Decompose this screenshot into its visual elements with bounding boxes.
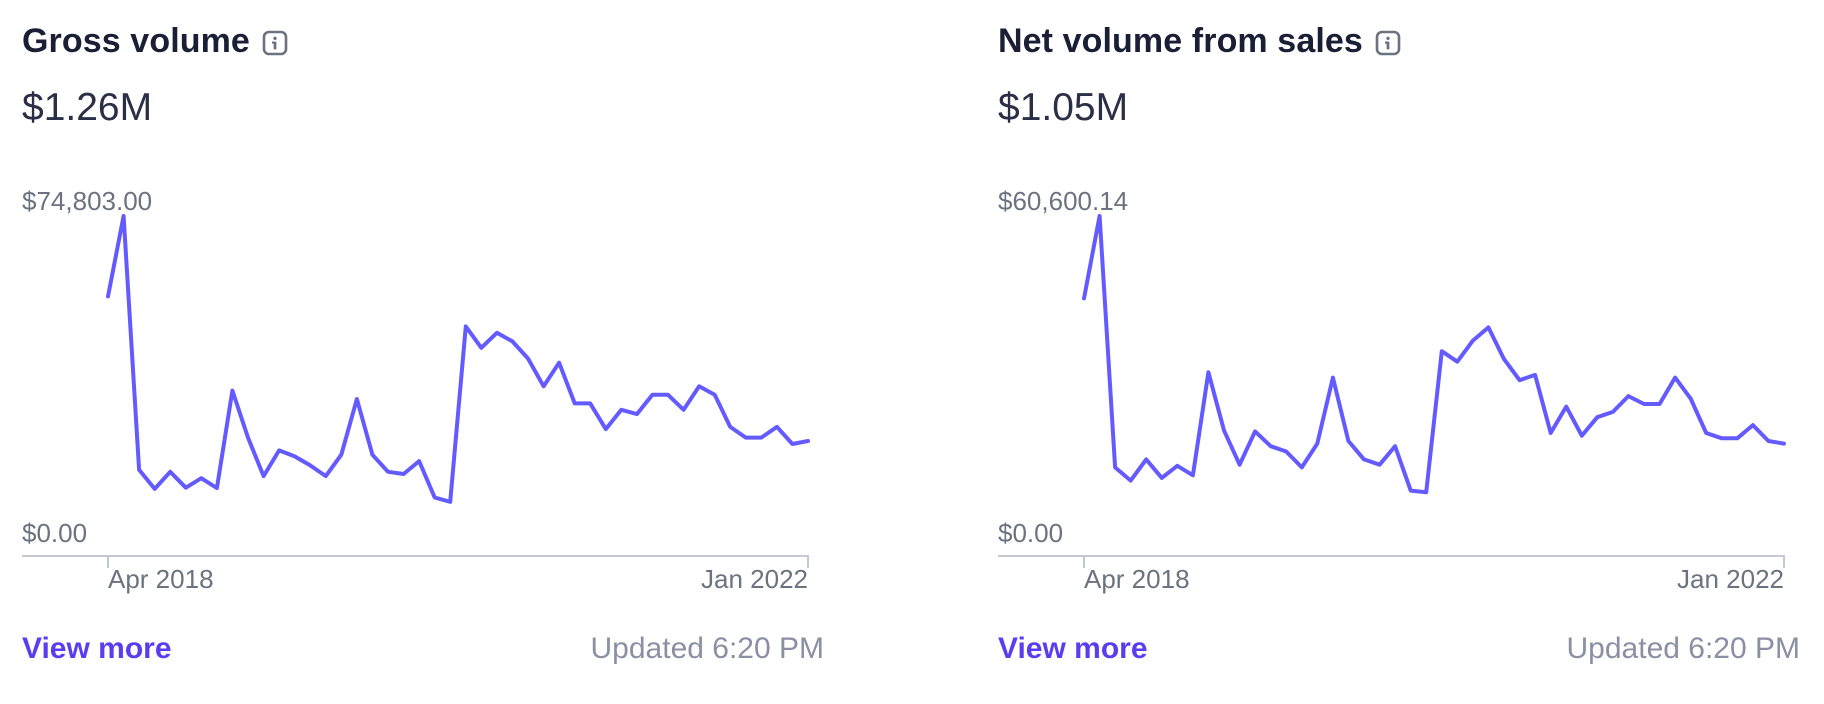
series-line xyxy=(106,214,810,504)
x-tick-label-start: Apr 2018 xyxy=(1084,564,1190,594)
updated-timestamp: Updated 6:20 PM xyxy=(1566,632,1800,665)
card-header: Net volume from sales xyxy=(998,22,1401,61)
y-tick-label-min: $0.00 xyxy=(22,518,87,548)
info-icon[interactable] xyxy=(1375,30,1401,56)
view-more-link[interactable]: View more xyxy=(22,632,172,665)
net-volume-chart: $60,600.14 $0.00 Apr 2018 Jan 2022 xyxy=(998,186,1786,594)
series-line xyxy=(1082,214,1786,495)
total-value: $1.05M xyxy=(998,86,1129,129)
y-tick-label-min: $0.00 xyxy=(998,518,1063,548)
updated-timestamp: Updated 6:20 PM xyxy=(590,632,824,665)
x-tick-label-end: Jan 2022 xyxy=(1677,564,1784,594)
net-volume-card: Net volume from sales $1.05M $60,600.14 $… xyxy=(998,0,1800,704)
gross-volume-chart: $74,803.00 $0.00 Apr 2018 Jan 2022 xyxy=(22,186,810,594)
y-tick-label-max: $74,803.00 xyxy=(22,186,152,216)
y-tick-label-max: $60,600.14 xyxy=(998,186,1128,216)
info-icon[interactable] xyxy=(262,30,288,56)
card-header: Gross volume xyxy=(22,22,288,61)
total-value: $1.26M xyxy=(22,86,153,129)
gross-volume-card: Gross volume $1.26M $74,803.00 $0.00 Apr 2… xyxy=(22,0,824,704)
x-tick-label-start: Apr 2018 xyxy=(108,564,214,594)
card-title: Gross volume xyxy=(22,22,250,60)
card-title: Net volume from sales xyxy=(998,22,1363,60)
view-more-link[interactable]: View more xyxy=(998,632,1148,665)
x-tick-label-end: Jan 2022 xyxy=(701,564,808,594)
